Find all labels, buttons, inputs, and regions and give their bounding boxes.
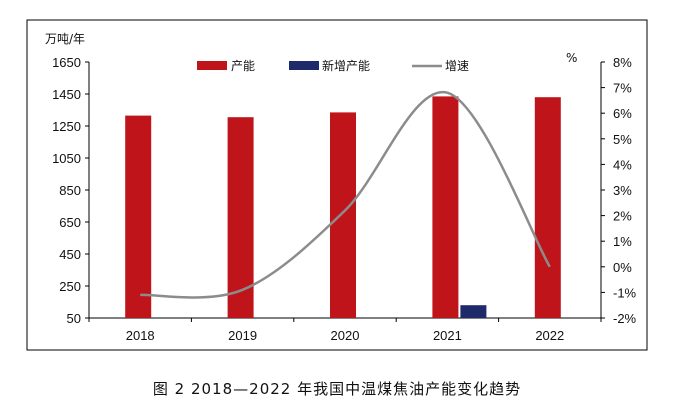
right-tick-label: 0% [613,260,632,275]
chart-frame [26,19,648,351]
figure-caption: 图 2 2018—2022 年我国中温煤焦油产能变化趋势 [152,380,522,398]
left-axis-unit-label: 万吨/年 [45,32,85,46]
legend-item-new-capacity: 新增产能 [289,58,370,73]
bars [125,96,561,319]
legend-label-capacity: 产能 [231,59,255,73]
right-tick-label: 2% [613,209,632,224]
right-tick-label: 1% [613,234,632,249]
right-tick-label: 7% [613,81,632,96]
legend-label-growth: 增速 [445,59,469,73]
legend-label-new-capacity: 新增产能 [322,58,370,73]
legend-swatch-capacity [197,61,227,70]
bar-capacity-2022 [534,97,561,318]
left-tick-label: 1650 [52,55,81,70]
growth-rate-line [140,90,551,299]
bar-capacity-2021 [432,96,459,319]
legend-item-growth: 增速 [412,59,469,73]
legend-item-capacity: 产能 [197,59,255,73]
chart: 50 250 450 650 850 1050 1250 1450 1650 -2% -1% 0% 1… [26,19,648,351]
right-tick-label: 6% [613,106,632,121]
x-tick-label: 2021 [433,328,462,343]
right-tick-label: 3% [613,183,632,198]
legend: 产能 新增产能 增速 [197,58,469,73]
x-tick-label: 2020 [331,328,360,343]
right-tick-label: -2% [613,311,637,326]
left-tick-label: 1450 [52,87,81,102]
right-axis-unit-label: % [566,51,577,65]
x-ticks: 2018 2019 2020 2021 2022 [88,318,602,343]
right-tick-label: 4% [613,157,632,172]
right-y-ticks: -2% -1% 0% 1% 2% 3% 4% 5% 6% 7% 8% [601,55,637,326]
right-tick-label: 8% [613,55,632,70]
left-tick-label: 1050 [52,151,81,166]
left-tick-label: 50 [67,311,81,326]
growth-line-layer [140,90,551,299]
bar-capacity-2019 [227,117,254,318]
left-tick-label: 650 [59,215,81,230]
plot-area: 50 250 450 650 850 1050 1250 1450 1650 -2% -1% 0% 1… [52,55,636,343]
left-tick-label: 850 [59,183,81,198]
left-y-ticks: 50 250 450 650 850 1050 1250 1450 1650 [52,55,89,326]
bar-new-capacity-2021 [460,305,487,318]
x-tick-label: 2019 [228,328,257,343]
x-tick-label: 2022 [535,328,564,343]
left-tick-label: 1250 [52,119,81,134]
bar-capacity-2018 [125,115,152,318]
bar-capacity-2020 [330,112,356,319]
legend-swatch-new-capacity [289,61,319,70]
left-tick-label: 450 [59,247,81,262]
x-tick-label: 2018 [126,328,155,343]
right-tick-label: 5% [613,132,632,147]
left-tick-label: 250 [59,279,81,294]
right-tick-label: -1% [613,285,637,300]
